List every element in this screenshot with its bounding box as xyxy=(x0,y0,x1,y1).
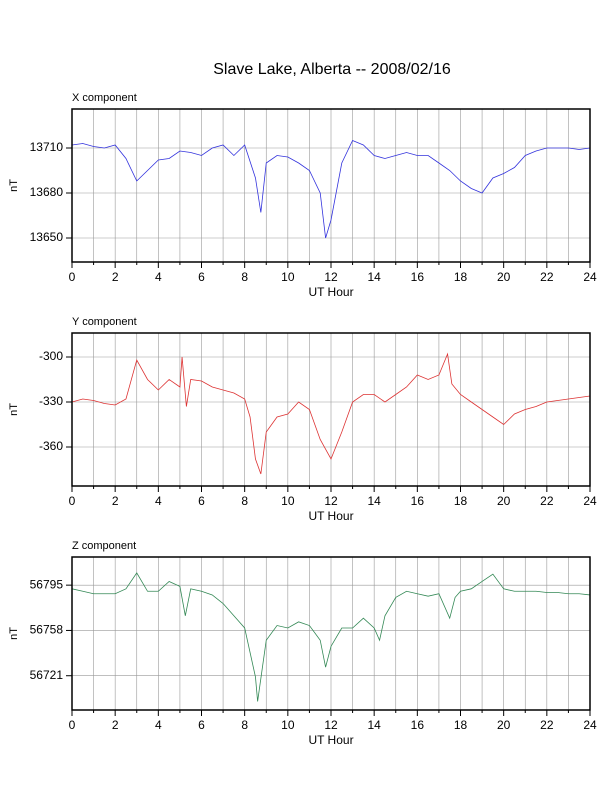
x-tick-label: 20 xyxy=(497,494,511,508)
page-title: Slave Lake, Alberta -- 2008/02/16 xyxy=(213,61,451,78)
x-axis-label: UT Hour xyxy=(308,509,353,523)
x-tick-label: 4 xyxy=(155,718,162,732)
x-tick-label: 24 xyxy=(583,718,597,732)
x-tick-label: 4 xyxy=(155,270,162,284)
panel-title: Y component xyxy=(72,316,137,328)
y-tick-label: 56795 xyxy=(30,577,64,591)
x-tick-label: 6 xyxy=(198,270,205,284)
plot-frame xyxy=(71,332,591,487)
x-tick-label: 16 xyxy=(411,270,425,284)
data-line xyxy=(71,572,591,702)
plot-frame xyxy=(71,556,591,711)
y-tick-label: 13710 xyxy=(30,140,64,154)
x-tick-label: 0 xyxy=(69,270,76,284)
x-tick-label: 14 xyxy=(367,494,381,508)
x-tick-label: 10 xyxy=(281,270,295,284)
x-tick-label: 18 xyxy=(454,718,468,732)
x-tick-label: 12 xyxy=(324,270,338,284)
x-tick-label: 22 xyxy=(540,494,554,508)
x-tick-label: 2 xyxy=(112,494,119,508)
data-line xyxy=(71,352,591,475)
y-axis-label: nT xyxy=(8,403,20,416)
plot-frame xyxy=(71,108,591,263)
x-tick-label: 8 xyxy=(241,270,248,284)
data-line xyxy=(71,139,591,239)
x-axis-label: UT Hour xyxy=(308,733,353,747)
x-tick-label: 6 xyxy=(198,718,205,732)
x-tick-label: 22 xyxy=(540,270,554,284)
panel-title: Z component xyxy=(72,540,136,552)
y-tick-label: 56758 xyxy=(30,623,64,637)
y-tick-label: 56721 xyxy=(30,668,64,682)
x-tick-label: 12 xyxy=(324,494,338,508)
x-axis-label: UT Hour xyxy=(308,285,353,299)
y-tick-label: 13680 xyxy=(30,185,64,199)
panel-title: X component xyxy=(72,92,137,104)
x-tick-label: 4 xyxy=(155,494,162,508)
x-tick-label: 6 xyxy=(198,494,205,508)
y-axis-label: nT xyxy=(8,179,20,192)
x-tick-label: 8 xyxy=(241,718,248,732)
y-axis-label: nT xyxy=(8,627,20,640)
y-tick-label: -360 xyxy=(39,439,63,453)
y-tick-label: -300 xyxy=(39,349,63,363)
y-tick-label: -330 xyxy=(39,394,63,408)
x-tick-label: 22 xyxy=(540,718,554,732)
x-tick-label: 24 xyxy=(583,270,597,284)
x-tick-label: 16 xyxy=(411,494,425,508)
x-tick-label: 0 xyxy=(69,718,76,732)
x-tick-label: 10 xyxy=(281,494,295,508)
x-tick-label: 2 xyxy=(112,718,119,732)
x-tick-label: 20 xyxy=(497,270,511,284)
x-tick-label: 14 xyxy=(367,270,381,284)
y-tick-label: 13650 xyxy=(30,230,64,244)
x-tick-label: 8 xyxy=(241,494,248,508)
x-tick-label: 16 xyxy=(411,718,425,732)
x-tick-label: 0 xyxy=(69,494,76,508)
x-tick-label: 24 xyxy=(583,494,597,508)
x-tick-label: 12 xyxy=(324,718,338,732)
x-tick-label: 14 xyxy=(367,718,381,732)
x-tick-label: 10 xyxy=(281,718,295,732)
x-tick-label: 18 xyxy=(454,270,468,284)
x-tick-label: 20 xyxy=(497,718,511,732)
x-tick-label: 18 xyxy=(454,494,468,508)
x-tick-label: 2 xyxy=(112,270,119,284)
